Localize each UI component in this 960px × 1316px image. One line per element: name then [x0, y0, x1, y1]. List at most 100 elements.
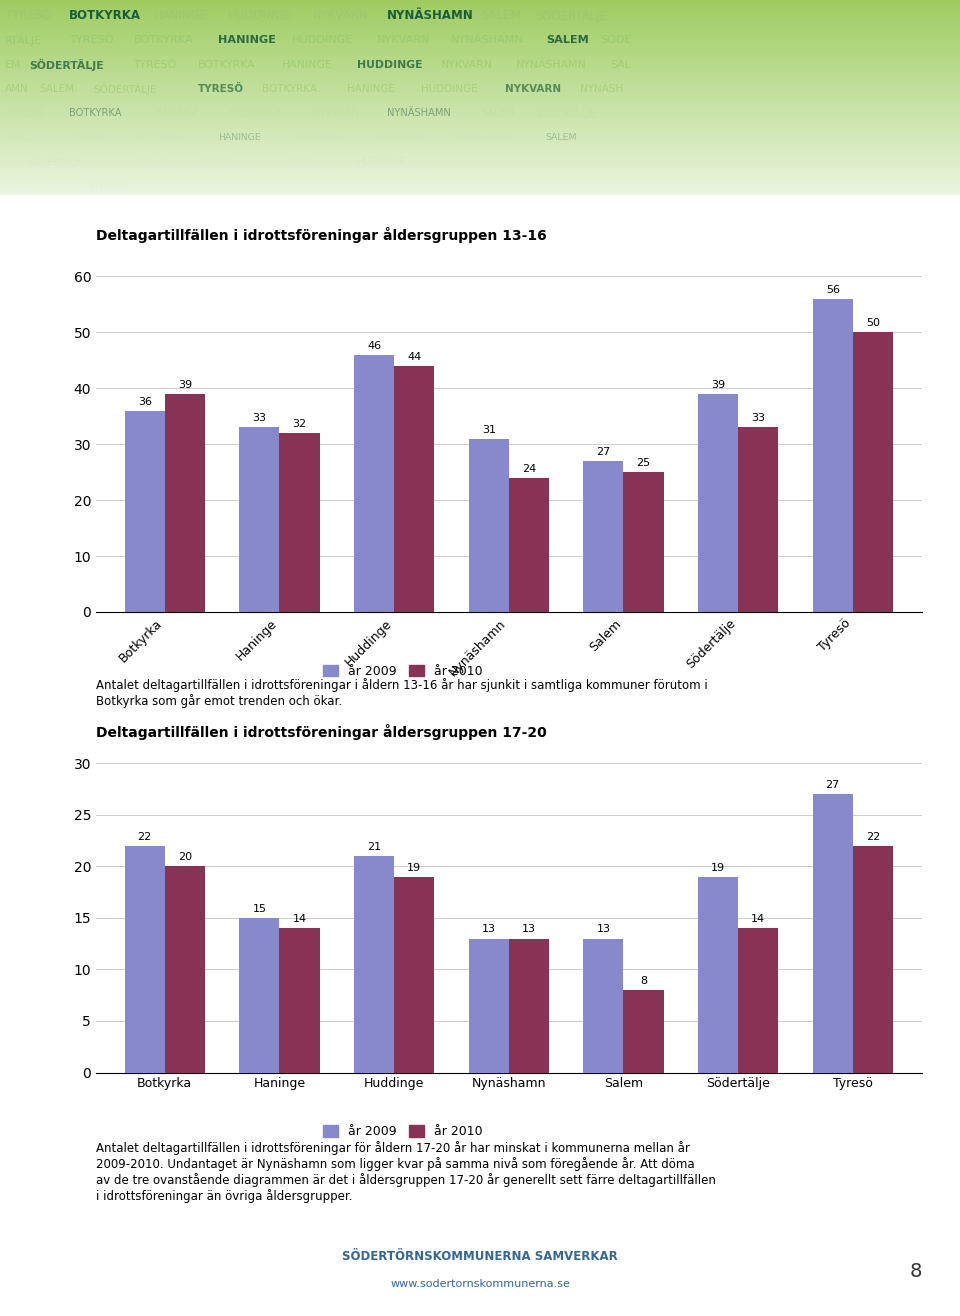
Bar	[0, 190, 960, 191]
Text: SÖDERTÄLJE: SÖDERTÄLJE	[29, 58, 104, 71]
Text: 8: 8	[909, 1262, 922, 1280]
Bar	[0, 166, 960, 167]
Bar	[0, 178, 960, 179]
Text: 25: 25	[636, 458, 651, 468]
Bar	[0, 58, 960, 61]
Bar	[509, 478, 549, 612]
Text: TYRESÖ: TYRESÖ	[133, 158, 169, 166]
Bar	[0, 41, 960, 43]
Text: HUDDINGE: HUDDINGE	[228, 108, 282, 118]
Bar	[0, 122, 960, 125]
Bar	[0, 32, 960, 33]
Bar	[584, 938, 623, 1073]
Text: 14: 14	[751, 915, 765, 924]
Text: 46: 46	[367, 341, 381, 351]
Bar	[0, 137, 960, 138]
Bar	[0, 159, 960, 162]
Text: 13: 13	[596, 924, 611, 934]
Bar	[0, 129, 960, 130]
Bar	[0, 70, 960, 72]
Bar	[0, 61, 960, 62]
Bar	[0, 50, 960, 53]
Text: HANINGE: HANINGE	[218, 133, 261, 142]
Bar	[0, 145, 960, 146]
Bar	[0, 150, 960, 151]
Text: SALEM: SALEM	[546, 133, 577, 142]
Text: HANINGE: HANINGE	[347, 84, 395, 93]
Bar	[0, 16, 960, 17]
Text: Antalet deltagartillfällen i idrottsföreningar för åldern 17-20 år har minskat i: Antalet deltagartillfällen i idrottsföre…	[96, 1141, 716, 1203]
Bar	[239, 428, 279, 612]
Bar	[0, 121, 960, 122]
Text: HUDDINGE: HUDDINGE	[293, 36, 353, 45]
Text: NYKVARN: NYKVARN	[442, 59, 493, 70]
Bar	[0, 125, 960, 126]
Bar	[0, 80, 960, 82]
Text: 31: 31	[482, 425, 495, 434]
Bar	[0, 167, 960, 170]
Bar	[0, 103, 960, 105]
Text: EM: EM	[5, 158, 18, 166]
Text: 14: 14	[293, 915, 306, 924]
Text: NYNÄSHAMN: NYNÄSHAMN	[451, 36, 524, 45]
Bar	[0, 49, 960, 50]
Bar	[354, 354, 395, 612]
Text: HUDDINGE: HUDDINGE	[357, 59, 422, 70]
Text: www.sodertornskommunerna.se: www.sodertornskommunerna.se	[390, 1279, 570, 1290]
Bar	[698, 393, 738, 612]
Text: BOTKYRKA: BOTKYRKA	[198, 158, 245, 166]
Text: 32: 32	[293, 418, 306, 429]
Text: BOTKYRKA: BOTKYRKA	[69, 108, 122, 118]
Text: SÖDERTÄLJE: SÖDERTÄLJE	[536, 9, 608, 22]
Bar	[0, 13, 960, 16]
Bar	[0, 118, 960, 121]
Text: 22: 22	[137, 832, 152, 842]
Text: NYKVARN: NYKVARN	[377, 36, 430, 45]
Bar	[0, 47, 960, 49]
Bar	[0, 62, 960, 64]
Bar	[279, 928, 320, 1073]
Text: 33: 33	[252, 413, 266, 424]
Text: Deltagartillfällen i idrottsföreningar åldersgruppen 13-16: Deltagartillfällen i idrottsföreningar å…	[96, 228, 547, 243]
Bar	[0, 33, 960, 36]
Text: BOTKYRKA: BOTKYRKA	[262, 84, 317, 93]
Text: 13: 13	[482, 924, 495, 934]
Text: EM: EM	[5, 59, 21, 70]
Bar	[0, 76, 960, 78]
Text: Antalet deltagartillfällen i idrottsföreningar i åldern 13-16 år har sjunkit i s: Antalet deltagartillfällen i idrottsföre…	[96, 678, 708, 708]
Bar	[0, 155, 960, 158]
Text: 27: 27	[826, 780, 840, 790]
Bar	[0, 182, 960, 183]
Text: HUDDINGE: HUDDINGE	[293, 133, 343, 142]
Text: NYNÄSH: NYNÄSH	[580, 84, 623, 93]
Text: NYNÄSHAMN: NYNÄSHAMN	[387, 108, 450, 118]
Text: 56: 56	[826, 284, 840, 295]
Bar	[0, 109, 960, 111]
Bar	[395, 876, 434, 1073]
Text: 20: 20	[178, 853, 192, 862]
Bar	[813, 795, 852, 1073]
Text: SALEM: SALEM	[38, 84, 74, 93]
Text: 8: 8	[640, 976, 647, 986]
Bar	[165, 393, 204, 612]
Bar	[0, 92, 960, 93]
Bar	[0, 20, 960, 21]
Bar	[0, 154, 960, 155]
Text: TYRESÖ: TYRESÖ	[69, 133, 106, 142]
Bar	[813, 299, 852, 612]
Text: HANINGE: HANINGE	[154, 9, 207, 22]
Bar	[0, 99, 960, 101]
Bar	[0, 171, 960, 174]
Text: TYRESÖ: TYRESÖ	[5, 9, 51, 22]
Bar	[0, 141, 960, 142]
Bar	[0, 84, 960, 86]
Bar	[0, 53, 960, 54]
Bar	[279, 433, 320, 612]
Text: RTÄLJE: RTÄLJE	[5, 34, 42, 46]
Text: 24: 24	[521, 463, 536, 474]
Bar	[0, 179, 960, 182]
Text: Deltagartillfällen i idrottsföreningar åldersgruppen 17-20: Deltagartillfällen i idrottsföreningar å…	[96, 724, 547, 740]
Bar	[125, 411, 165, 612]
Bar	[0, 138, 960, 141]
Bar	[354, 857, 395, 1073]
